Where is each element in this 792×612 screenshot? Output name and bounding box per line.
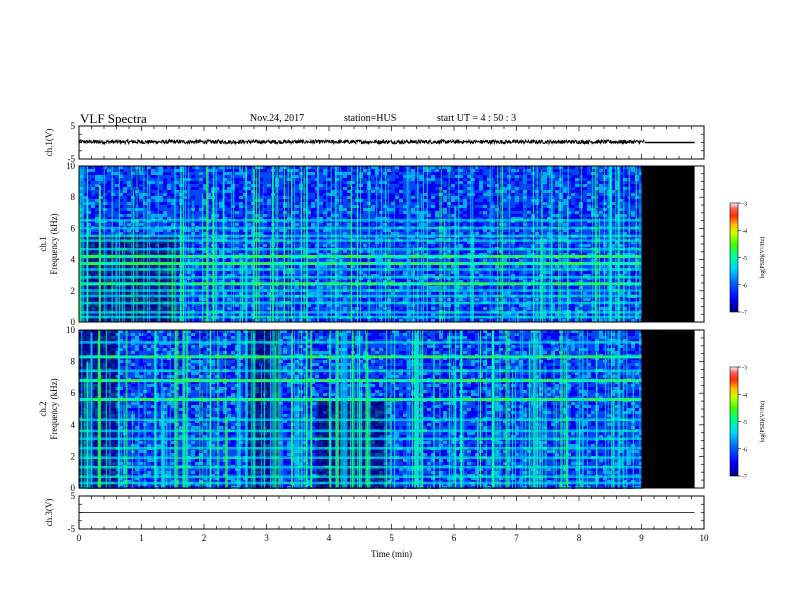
x-tick-label: 2 — [202, 533, 207, 543]
y-tick-label: 10 — [66, 325, 76, 335]
y-tick-label: 2 — [71, 451, 76, 461]
ch1-spectrogram-image — [79, 166, 643, 322]
y-tick-label: 6 — [71, 388, 76, 398]
ch1-colorbar — [730, 203, 738, 312]
y-tick-label: 6 — [71, 223, 76, 233]
ch1-trace-line — [79, 140, 645, 144]
colorbar-tick-label: -5 — [742, 420, 747, 426]
ch2-no-data-region — [642, 330, 695, 488]
x-tick-label: 9 — [639, 533, 644, 543]
colorbar-tick-label: -6 — [742, 447, 747, 453]
y-tick-label: 5 — [71, 491, 76, 501]
x-tick-label: 4 — [327, 533, 332, 543]
x-tick-label: 5 — [389, 533, 394, 543]
y-tick-label: -5 — [68, 524, 76, 534]
y-tick-label: 10 — [66, 161, 76, 171]
ch1-no-data-region — [642, 166, 695, 322]
x-tick-label: 7 — [514, 533, 519, 543]
x-tick-label: 10 — [700, 533, 710, 543]
x-axis-label: Time (min) — [371, 549, 412, 559]
colorbar-tick-label: -4 — [742, 229, 747, 235]
x-tick-label: 0 — [77, 533, 82, 543]
colorbar-tick-label: -7 — [742, 475, 747, 481]
y-tick-label: 4 — [71, 420, 76, 430]
ch2-spectrogram-image — [79, 330, 643, 489]
ch1-frequency-label: Frequency (kHz) — [49, 213, 59, 274]
y-tick-label: 4 — [71, 255, 76, 265]
colorbar-tick-label: -5 — [742, 256, 747, 262]
colorbar-tick-label: -4 — [742, 393, 747, 399]
y-tick-label: 5 — [71, 121, 76, 131]
ch2-frequency-label: Frequency (kHz) — [49, 378, 59, 439]
y-tick-label: 8 — [71, 357, 76, 367]
colorbar-tick-label: -6 — [742, 283, 747, 289]
ch2-colorbar-label: log(PSD)(V²/Hz) — [759, 401, 766, 442]
x-tick-label: 8 — [577, 533, 582, 543]
ch1-axis-label: ch.1 — [38, 236, 48, 251]
y-axis-label: ch.1(V) — [44, 129, 54, 157]
ch1-colorbar-label: log(PSD)(V²/Hz) — [759, 237, 766, 278]
x-tick-label: 3 — [264, 533, 269, 543]
colorbar-tick-label: -3 — [742, 202, 747, 208]
ch2-axis-label: ch.2 — [38, 401, 48, 416]
colorbar-tick-label: -3 — [742, 366, 747, 372]
x-tick-label: 1 — [139, 533, 144, 543]
x-tick-label: 6 — [452, 533, 457, 543]
ch2-colorbar — [730, 367, 738, 476]
colorbar-tick-label: -7 — [742, 311, 747, 317]
y-tick-label: 2 — [71, 286, 76, 296]
y-axis-label: ch.3(V) — [44, 499, 54, 527]
y-tick-label: 8 — [71, 192, 76, 202]
